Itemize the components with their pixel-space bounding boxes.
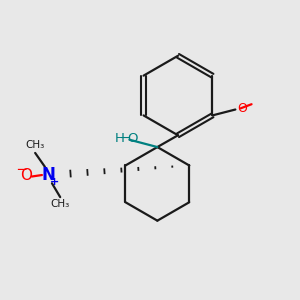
Text: CH₃: CH₃ — [51, 200, 70, 209]
Text: H: H — [115, 132, 124, 145]
Text: O: O — [237, 102, 247, 115]
Text: N: N — [41, 166, 56, 184]
Text: ─: ─ — [17, 163, 26, 177]
Text: CH₃: CH₃ — [26, 140, 45, 150]
Text: +: + — [50, 176, 59, 187]
Text: O: O — [20, 168, 32, 183]
Text: ─O: ─O — [120, 132, 139, 145]
